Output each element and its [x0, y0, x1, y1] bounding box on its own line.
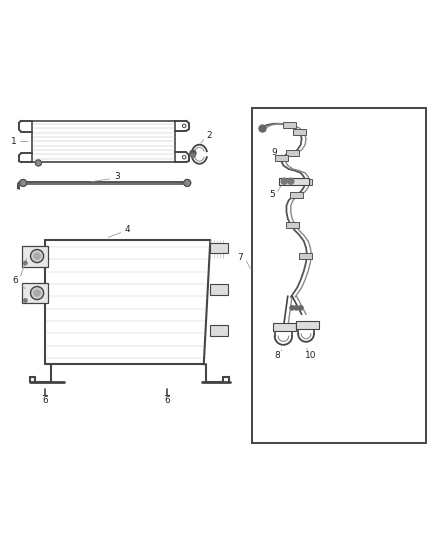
- Circle shape: [31, 249, 44, 263]
- Text: 4: 4: [125, 225, 131, 234]
- Bar: [275, 155, 288, 161]
- Text: 10: 10: [305, 351, 316, 360]
- Circle shape: [35, 160, 42, 166]
- Bar: [299, 179, 312, 184]
- Bar: [252, 108, 426, 443]
- Circle shape: [259, 125, 266, 132]
- Bar: [272, 323, 297, 331]
- Circle shape: [183, 156, 186, 159]
- Circle shape: [34, 253, 40, 259]
- Circle shape: [184, 180, 191, 187]
- Text: 9: 9: [272, 148, 277, 157]
- Circle shape: [294, 305, 299, 310]
- Circle shape: [31, 287, 44, 300]
- Text: 2: 2: [207, 132, 212, 140]
- Bar: [299, 253, 312, 259]
- Polygon shape: [210, 243, 228, 254]
- Text: 5: 5: [269, 190, 275, 199]
- Circle shape: [290, 305, 294, 310]
- Bar: [22, 246, 48, 266]
- Circle shape: [24, 298, 27, 302]
- Circle shape: [183, 124, 186, 128]
- Text: 8: 8: [274, 351, 280, 360]
- Bar: [22, 282, 48, 303]
- Text: 1: 1: [11, 137, 17, 146]
- Circle shape: [20, 180, 27, 187]
- Text: 6: 6: [42, 396, 48, 405]
- Circle shape: [190, 150, 196, 156]
- Circle shape: [24, 261, 27, 265]
- Circle shape: [191, 154, 195, 158]
- Bar: [279, 177, 309, 184]
- Circle shape: [281, 178, 287, 184]
- Text: 7: 7: [237, 253, 243, 262]
- Circle shape: [299, 305, 303, 310]
- Bar: [293, 130, 306, 135]
- Text: 6: 6: [164, 396, 170, 405]
- Bar: [283, 122, 296, 128]
- Text: 3: 3: [114, 172, 120, 181]
- Circle shape: [34, 290, 40, 296]
- Bar: [286, 222, 299, 228]
- Bar: [290, 192, 304, 198]
- Text: 6: 6: [12, 276, 18, 285]
- Polygon shape: [210, 325, 228, 336]
- Polygon shape: [210, 284, 228, 295]
- Bar: [296, 321, 319, 329]
- Bar: [286, 150, 299, 156]
- Circle shape: [288, 178, 294, 184]
